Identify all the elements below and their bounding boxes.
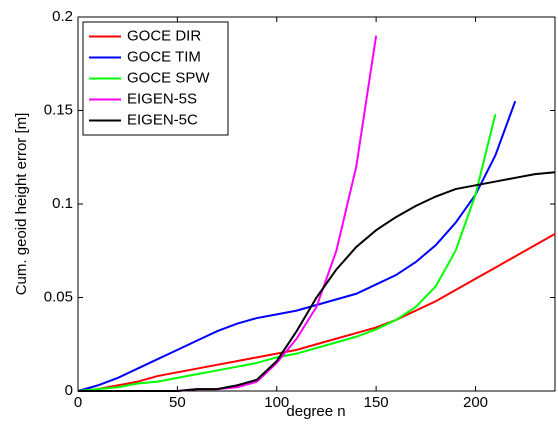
y-tick-label: 0	[65, 382, 73, 399]
legend-label: GOCE SPW	[127, 69, 210, 86]
x-axis-label: degree n	[286, 403, 345, 420]
x-tick-label: 50	[169, 394, 186, 411]
y-tick-label: 0.15	[44, 101, 73, 118]
legend-label: EIGEN-5C	[127, 111, 198, 128]
legend-label: GOCE TIM	[127, 48, 201, 65]
x-tick-label: 200	[463, 394, 488, 411]
series-line	[78, 171, 556, 392]
y-tick-label: 0.1	[52, 195, 73, 212]
legend-label: GOCE DIR	[127, 27, 201, 44]
x-tick-label: 0	[74, 394, 82, 411]
series-line	[77, 100, 517, 392]
x-tick-label: 100	[264, 394, 289, 411]
y-tick-label: 0.2	[52, 8, 73, 25]
legend-label: EIGEN-5S	[127, 90, 197, 107]
y-axis-label: Cum. geoid height error [m]	[13, 113, 30, 296]
x-tick-label: 150	[364, 394, 389, 411]
y-tick-label: 0.05	[44, 288, 73, 305]
series-line	[77, 114, 497, 392]
series-line	[77, 233, 556, 392]
